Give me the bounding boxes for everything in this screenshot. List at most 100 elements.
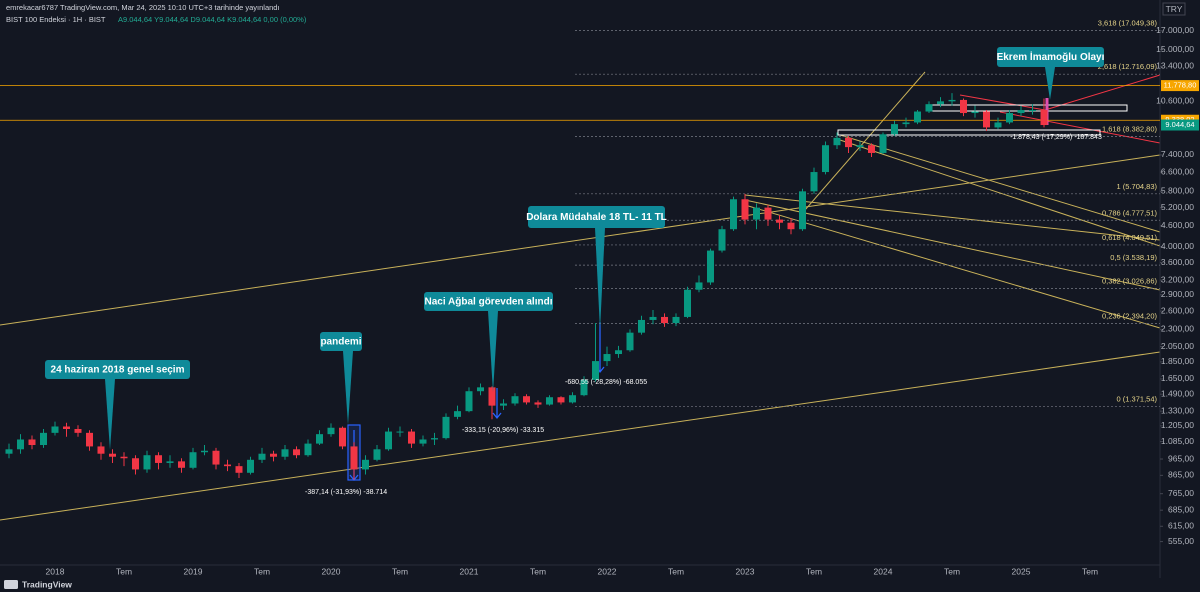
candle-body [937, 101, 944, 105]
x-tick-label: Tem [392, 566, 408, 576]
candle-body [879, 134, 887, 153]
candle-body [63, 426, 70, 430]
x-tick-label: Tem [254, 566, 270, 576]
candle-body [143, 455, 151, 470]
trend-line [744, 204, 1161, 329]
candle-body [983, 111, 990, 128]
candle-body [488, 387, 496, 406]
candle-body [707, 250, 714, 283]
candle-body [661, 316, 668, 324]
candle-body [914, 111, 921, 123]
candle-body [546, 397, 553, 405]
candle-body [109, 453, 116, 457]
footer-logo: TradingView [22, 579, 72, 589]
x-tick-label: 2021 [460, 566, 479, 576]
measure-label: -387,14 (-31,93%) -38.714 [305, 489, 387, 496]
y-tick-label: 10.600,00 [1156, 96, 1194, 106]
candle-body [408, 431, 415, 444]
price-label-box [1161, 119, 1199, 131]
candle-body [718, 229, 726, 251]
candle-body [419, 439, 427, 444]
candle-body [626, 332, 634, 351]
drawings [0, 71, 1161, 521]
callout-box [45, 360, 190, 379]
candle-body [166, 461, 174, 463]
y-tick-label: 4.000,00 [1161, 241, 1194, 251]
fib-label: 3,618 (17.049,38) [1098, 18, 1158, 27]
publisher: emrekacar6787 TradingView.com, Mar 24, 2… [6, 3, 280, 12]
y-tick-label: 685,00 [1168, 504, 1194, 514]
candle-body [753, 207, 760, 220]
y-tick-label: 555,00 [1168, 536, 1194, 546]
candle-body [316, 434, 323, 444]
candle-body [960, 99, 967, 114]
candle-body [97, 446, 105, 454]
trend-line [0, 351, 1161, 521]
candle-body [1040, 110, 1048, 126]
candle-body [569, 395, 576, 403]
candle-body [638, 319, 645, 333]
candle-body [799, 191, 806, 230]
candle-body [741, 199, 749, 220]
arrow [492, 388, 502, 420]
x-tick-label: Tem [1082, 566, 1098, 576]
y-tick-label: 3.600,00 [1161, 257, 1194, 267]
fib-label: 0,5 (3.538,19) [1110, 253, 1157, 262]
fib-label: 1,618 (8.382,80) [1102, 124, 1158, 133]
x-tick-label: Tem [806, 566, 822, 576]
y-tick-label: 965,00 [1168, 453, 1194, 463]
candle-body [477, 387, 484, 392]
candle-body [304, 443, 312, 456]
x-tick-label: Tem [944, 566, 960, 576]
candle-body [132, 458, 139, 470]
candle-body [17, 439, 24, 450]
candle-body [511, 396, 519, 404]
candle-body [833, 137, 841, 146]
y-tick-label: 15.000,00 [1156, 44, 1194, 54]
callout-pointer [105, 379, 115, 450]
x-tick-label: Tem [116, 566, 132, 576]
candle-body [764, 207, 772, 220]
candle-body [74, 429, 82, 433]
y-tick-label: 4.600,00 [1161, 220, 1194, 230]
candle-body [86, 432, 93, 447]
candle-body [891, 124, 898, 135]
x-tick-label: 2020 [322, 566, 341, 576]
candle-body [580, 379, 588, 396]
measure-label: -680,55 (-28,28%) -68.055 [565, 379, 647, 386]
y-tick-label: 2.600,00 [1161, 305, 1194, 315]
candle-body [523, 396, 530, 403]
y-tick-label: 3.200,00 [1161, 274, 1194, 284]
x-tick-label: 2022 [598, 566, 617, 576]
candle-body [293, 449, 300, 456]
candle-body [362, 459, 369, 470]
candle-body [189, 452, 197, 468]
candle-body [1017, 110, 1025, 114]
candle-body [948, 99, 956, 102]
callout-text: 24 haziran 2018 genel seçim [51, 365, 185, 376]
candle-body [350, 446, 358, 470]
quote: A9.044,64 Y9.044,64 D9.044,64 K9.044,64 … [118, 15, 307, 24]
y-tick-label: 1.085,00 [1161, 436, 1194, 446]
candle-body [730, 199, 737, 230]
trend-line [839, 134, 1161, 233]
trend-line [804, 71, 926, 211]
candle-body [856, 145, 864, 148]
x-tick-label: Tem [668, 566, 684, 576]
y-tick-label: 1.650,00 [1161, 373, 1194, 383]
callout-text: pandemi [320, 337, 361, 348]
candle-body [592, 361, 599, 380]
y-tick-label: 17.000,00 [1156, 25, 1194, 35]
candle-body [1029, 110, 1036, 112]
candle-body [212, 450, 220, 465]
fib-label: 0,382 (3.026,86) [1102, 276, 1158, 285]
candle-body [465, 391, 473, 412]
candle-body [902, 122, 910, 125]
callout-text: Naci Ağbal görevden alındı [425, 297, 553, 308]
trend-line [839, 139, 1161, 247]
trend-line [744, 194, 1161, 241]
callout-pointer [595, 228, 605, 330]
candle-body [270, 453, 277, 457]
price-label-box [1161, 80, 1199, 92]
